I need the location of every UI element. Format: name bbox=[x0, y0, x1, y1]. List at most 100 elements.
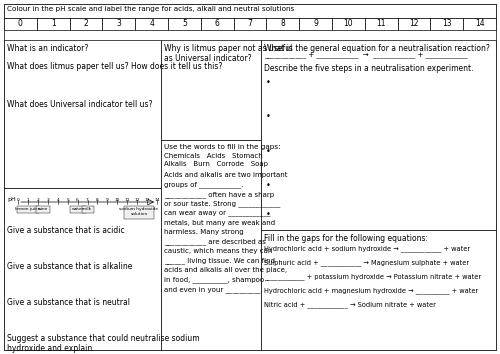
Text: Colour in the pH scale and label the range for acids, alkali and neutral solutio: Colour in the pH scale and label the ran… bbox=[7, 6, 294, 12]
Bar bbox=[4, 18, 37, 30]
Text: Why is litmus paper not as useful
as Universal indicator?: Why is litmus paper not as useful as Uni… bbox=[164, 44, 292, 63]
Text: metals, but many are weak and: metals, but many are weak and bbox=[164, 219, 275, 225]
Bar bbox=[430, 18, 463, 30]
Text: 13: 13 bbox=[144, 198, 150, 202]
Text: Give a substance that is neutral: Give a substance that is neutral bbox=[7, 298, 130, 307]
Bar bbox=[234, 18, 266, 30]
Text: 8: 8 bbox=[280, 19, 285, 29]
Text: 4: 4 bbox=[56, 198, 59, 202]
Text: ______ living tissue. We can find: ______ living tissue. We can find bbox=[164, 257, 275, 264]
Bar bbox=[124, 206, 154, 219]
Text: •: • bbox=[266, 210, 271, 219]
Text: •: • bbox=[266, 147, 271, 156]
Text: pH: pH bbox=[7, 197, 16, 202]
Text: ____________ are described as: ____________ are described as bbox=[164, 239, 266, 245]
Text: acids and alkalis all over the place,: acids and alkalis all over the place, bbox=[164, 267, 287, 273]
Text: •: • bbox=[266, 181, 271, 190]
Bar bbox=[37, 18, 70, 30]
Bar bbox=[16, 206, 38, 213]
Text: 3: 3 bbox=[116, 19, 121, 29]
Text: 6: 6 bbox=[76, 198, 79, 202]
Bar bbox=[261, 230, 496, 350]
Bar bbox=[4, 188, 161, 350]
Text: and even in your __________.: and even in your __________. bbox=[164, 286, 263, 293]
Bar bbox=[365, 18, 398, 30]
Text: 6: 6 bbox=[215, 19, 220, 29]
Bar bbox=[36, 206, 50, 213]
Text: 7: 7 bbox=[248, 19, 252, 29]
Text: Give a substance that is acidic: Give a substance that is acidic bbox=[7, 226, 124, 235]
Bar bbox=[70, 206, 86, 213]
Bar bbox=[168, 18, 201, 30]
Bar bbox=[4, 4, 496, 18]
Bar bbox=[161, 40, 261, 140]
Bar bbox=[135, 18, 168, 30]
Text: 14: 14 bbox=[475, 19, 484, 29]
Text: can wear away or ____________: can wear away or ____________ bbox=[164, 210, 270, 216]
Text: 2: 2 bbox=[36, 198, 39, 202]
Text: 12: 12 bbox=[409, 19, 418, 29]
Text: Fill in the gaps for the following equations:: Fill in the gaps for the following equat… bbox=[264, 234, 428, 243]
Text: Give a substance that is alkaline: Give a substance that is alkaline bbox=[7, 262, 132, 271]
Text: ____________ + potassium hydroxide → Potassium nitrate + water: ____________ + potassium hydroxide → Pot… bbox=[264, 273, 481, 280]
Bar bbox=[70, 18, 102, 30]
Text: What is the general equation for a neutralisation reaction?: What is the general equation for a neutr… bbox=[264, 44, 490, 53]
Text: •: • bbox=[266, 112, 271, 121]
Text: harmless. Many strong: harmless. Many strong bbox=[164, 229, 244, 235]
Text: 0: 0 bbox=[16, 198, 20, 202]
Bar bbox=[4, 40, 161, 188]
Text: or sour taste. Strong ____________: or sour taste. Strong ____________ bbox=[164, 200, 280, 207]
Text: •: • bbox=[266, 78, 271, 87]
Bar bbox=[82, 206, 94, 213]
Text: 11: 11 bbox=[124, 198, 130, 202]
Bar bbox=[266, 18, 299, 30]
Text: 10: 10 bbox=[344, 19, 353, 29]
Text: 7: 7 bbox=[86, 198, 89, 202]
Text: Alkalis   Burn   Corrode   Soap: Alkalis Burn Corrode Soap bbox=[164, 161, 268, 167]
Bar bbox=[161, 140, 261, 350]
Text: Nitric acid + ____________ → Sodium nitrate + water: Nitric acid + ____________ → Sodium nitr… bbox=[264, 301, 436, 308]
Text: 1: 1 bbox=[26, 198, 30, 202]
Text: Describe the five steps in a neutralisation experiment.: Describe the five steps in a neutralisat… bbox=[264, 64, 474, 73]
Text: ____________ often have a sharp: ____________ often have a sharp bbox=[164, 191, 274, 198]
Bar bbox=[332, 18, 365, 30]
Text: wine: wine bbox=[38, 207, 48, 211]
Text: What does litmus paper tell us? How does it tell us this?: What does litmus paper tell us? How does… bbox=[7, 62, 222, 71]
Text: Acids and alkalis are two important: Acids and alkalis are two important bbox=[164, 172, 288, 178]
Text: 4: 4 bbox=[149, 19, 154, 29]
Text: in food, __________, shampoo: in food, __________, shampoo bbox=[164, 276, 264, 283]
Text: 9: 9 bbox=[313, 19, 318, 29]
Text: sodium hydroxide
solution: sodium hydroxide solution bbox=[120, 207, 158, 216]
Text: 2: 2 bbox=[84, 19, 88, 29]
Bar bbox=[463, 18, 496, 30]
Text: 10: 10 bbox=[114, 198, 120, 202]
Text: groups of ____________.: groups of ____________. bbox=[164, 182, 244, 188]
Text: milk: milk bbox=[83, 207, 92, 211]
Text: caustic, which means they can: caustic, which means they can bbox=[164, 248, 272, 254]
Text: What does Universal indicator tell us?: What does Universal indicator tell us? bbox=[7, 100, 152, 109]
Text: 13: 13 bbox=[442, 19, 452, 29]
Text: 14: 14 bbox=[154, 198, 160, 202]
Bar bbox=[201, 18, 234, 30]
Text: 0: 0 bbox=[18, 19, 23, 29]
Text: ____________ + ____________  →  ____________ + ____________: ____________ + ____________ → __________… bbox=[264, 53, 468, 59]
Bar bbox=[299, 18, 332, 30]
Text: 11: 11 bbox=[376, 19, 386, 29]
Text: lemon juice: lemon juice bbox=[15, 207, 40, 211]
Bar bbox=[398, 18, 430, 30]
Bar bbox=[261, 40, 496, 230]
Text: Chemicals   Acids   Stomach: Chemicals Acids Stomach bbox=[164, 153, 263, 159]
Text: Hydrochloric acid + sodium hydroxide → ____________ + water: Hydrochloric acid + sodium hydroxide → _… bbox=[264, 245, 470, 252]
Text: 5: 5 bbox=[182, 19, 187, 29]
Text: What is an indicator?: What is an indicator? bbox=[7, 44, 88, 53]
Text: 8: 8 bbox=[96, 198, 99, 202]
Text: 3: 3 bbox=[46, 198, 49, 202]
Text: Sulphuric acid + ____________ → Magnesium sulphate + water: Sulphuric acid + ____________ → Magnesiu… bbox=[264, 259, 469, 266]
Text: Hydrochloric acid + magnesium hydroxide → __________ + water: Hydrochloric acid + magnesium hydroxide … bbox=[264, 287, 478, 294]
Text: 12: 12 bbox=[134, 198, 140, 202]
Text: Suggest a substance that could neutralise sodium
hydroxide and explain: Suggest a substance that could neutralis… bbox=[7, 334, 200, 353]
Bar bbox=[102, 18, 135, 30]
Text: 5: 5 bbox=[66, 198, 69, 202]
Text: Use the words to fill in the gaps:: Use the words to fill in the gaps: bbox=[164, 144, 280, 150]
Text: 9: 9 bbox=[106, 198, 108, 202]
